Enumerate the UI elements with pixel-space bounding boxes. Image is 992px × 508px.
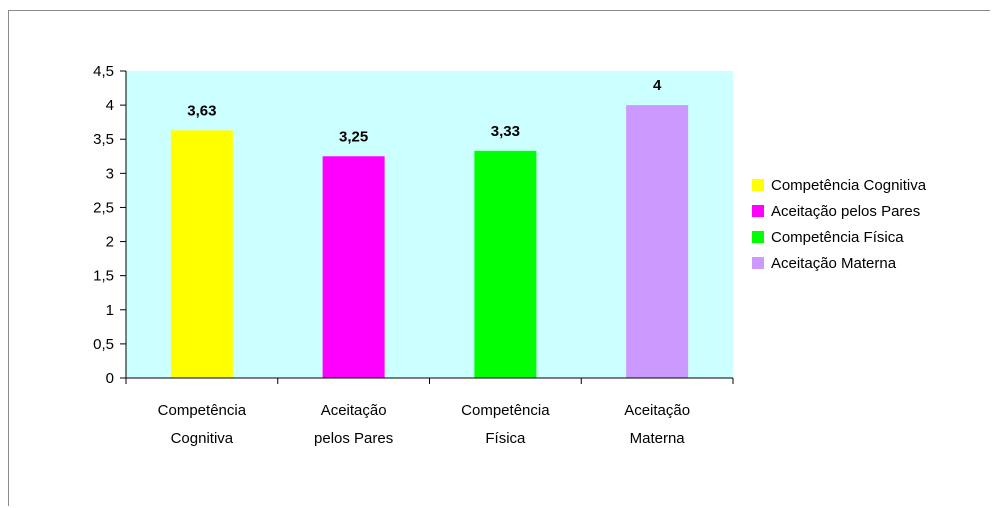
legend-label: Aceitação Materna: [771, 254, 897, 272]
legend-swatch: [752, 179, 764, 191]
data-label: 4: [653, 77, 662, 94]
bars-group: [170, 105, 689, 378]
bar: [474, 150, 537, 378]
x-tick-label: Aceitação: [321, 402, 387, 419]
legend-item: Aceitação pelos Pares: [752, 198, 926, 224]
y-tick-label: 4: [106, 97, 114, 114]
legend-label: Competência Cognitiva: [771, 176, 927, 194]
x-tick-label: Cognitiva: [171, 430, 234, 447]
x-tick-label: Aceitação: [624, 402, 690, 419]
y-tick-label: 2: [106, 234, 114, 251]
bar: [626, 105, 689, 378]
legend-item: Competência Cognitiva: [752, 172, 926, 198]
x-tick-label: Física: [485, 430, 526, 447]
y-tick-label: 2,5: [93, 199, 114, 216]
data-labels-group: 3,63 3,25 3,33 4: [187, 77, 662, 145]
legend-item: Competência Física: [752, 224, 926, 250]
legend: Competência Cognitiva Aceitação pelos Pa…: [752, 172, 926, 276]
legend-swatch: [752, 205, 764, 217]
x-tick-label: pelos Pares: [314, 430, 393, 447]
x-tick-label: Competência: [461, 402, 550, 419]
legend-label: Competência Física: [771, 228, 904, 246]
y-tick-label: 3: [106, 165, 114, 182]
x-axis: Competência Cognitiva Aceitação pelos Pares…: [125, 377, 734, 447]
y-tick-label: 1: [106, 302, 114, 319]
y-tick-label: 4,5: [93, 63, 114, 80]
y-tick-label: 1,5: [93, 268, 114, 285]
bar: [322, 156, 385, 378]
legend-swatch: [752, 257, 764, 269]
legend-label: Aceitação pelos Pares: [771, 202, 921, 220]
y-axis: 0 0,5 1 1,5 2 2,5 3 3,5 4 4,5: [93, 63, 127, 387]
bar: [170, 130, 233, 378]
data-label: 3,63: [187, 102, 216, 119]
legend-item: Aceitação Materna: [752, 250, 926, 276]
x-tick-label: Materna: [630, 430, 686, 447]
y-tick-label: 3,5: [93, 131, 114, 148]
y-tick-label: 0,5: [93, 336, 114, 353]
data-label: 3,33: [491, 123, 520, 140]
x-tick-label: Competência: [158, 402, 247, 419]
data-label: 3,25: [339, 128, 368, 145]
y-tick-label: 0: [106, 370, 114, 387]
legend-swatch: [752, 231, 764, 243]
